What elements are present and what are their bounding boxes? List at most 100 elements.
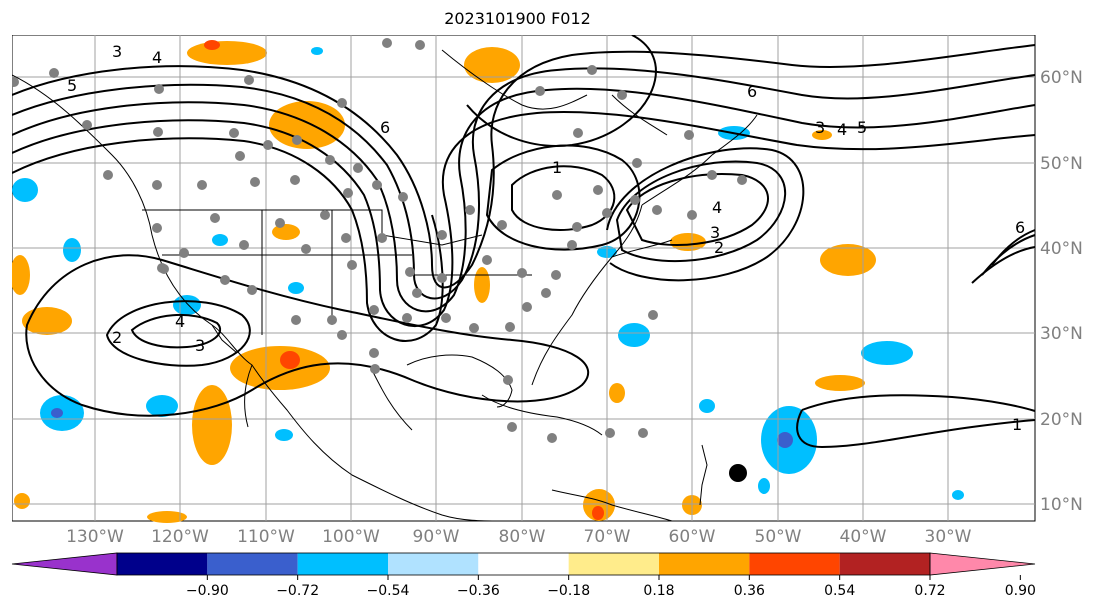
map-title: 2023101900 F012 <box>444 9 591 28</box>
lat-label: 20°N <box>1040 410 1083 430</box>
anomaly-blob <box>311 47 323 55</box>
station-dot <box>320 210 330 220</box>
station-dot <box>347 260 357 270</box>
lon-label: 90°W <box>413 527 460 545</box>
station-dot <box>370 364 380 374</box>
contour-label: 6 <box>747 82 757 101</box>
longitude-labels: 130°W 120°W 110°W 100°W 90°W 80°W 70°W 6… <box>66 527 972 545</box>
contour-line <box>105 300 251 367</box>
station-dot <box>617 90 627 100</box>
contour-line <box>606 147 805 282</box>
station-dot <box>229 128 239 138</box>
colorbar-outline <box>116 552 931 576</box>
anomaly-blob <box>12 255 30 295</box>
station-dot <box>482 255 492 265</box>
station-dot <box>369 348 379 358</box>
station-dot <box>437 273 447 283</box>
colorbar-segment <box>297 553 388 575</box>
anomaly-blob <box>192 385 232 465</box>
lon-label: 70°W <box>584 527 631 545</box>
station-dot <box>325 155 335 165</box>
colorbar-tick-label: −0.54 <box>367 583 410 599</box>
lon-label: 100°W <box>322 527 380 545</box>
station-dot <box>638 428 648 438</box>
station-dot <box>684 130 694 140</box>
contour-line <box>625 173 769 246</box>
colorbar-segment <box>568 553 659 575</box>
station-dot <box>517 268 527 278</box>
anomaly-blob <box>212 234 228 246</box>
station-dot <box>497 220 507 230</box>
station-dot <box>587 65 597 75</box>
lon-label: 50°W <box>755 527 802 545</box>
station-dot <box>244 75 254 85</box>
anomaly-blob <box>699 399 715 413</box>
anomaly-blob <box>51 408 63 418</box>
anomaly-blob <box>777 432 793 448</box>
anomaly-blob <box>609 383 625 403</box>
colorbar-tick-label: −0.90 <box>186 583 229 599</box>
station-dot <box>353 163 363 173</box>
colorbar-segment <box>659 553 750 575</box>
colorbar-segment <box>478 553 569 575</box>
station-dot <box>235 151 245 161</box>
lat-label: 60°N <box>1040 68 1083 88</box>
contour-line <box>971 246 1036 284</box>
anomaly-blob <box>63 238 81 262</box>
lat-label: 40°N <box>1040 239 1083 259</box>
latitude-labels: 60°N 50°N 40°N 30°N 20°N 10°N <box>1040 68 1083 515</box>
station-dot <box>327 315 337 325</box>
station-dot <box>210 213 220 223</box>
colorbar-segment <box>839 553 930 575</box>
station-dot <box>103 170 113 180</box>
colorbar-tick-label: 0.90 <box>1005 583 1036 599</box>
station-dot <box>441 313 451 323</box>
station-dot <box>567 240 577 250</box>
station-dot <box>507 422 517 432</box>
station-dot <box>630 195 640 205</box>
lon-label: 110°W <box>237 527 295 545</box>
station-dot <box>341 233 351 243</box>
station-dot <box>415 40 425 50</box>
shaded-anomalies <box>12 40 964 523</box>
contour-line <box>130 313 222 349</box>
station-dot <box>602 208 612 218</box>
lon-label: 120°W <box>151 527 209 545</box>
contour-labels: 3 4 5 6 1 6 4 3 2 2 3 4 1 6 3 4 5 <box>67 42 1025 434</box>
station-dot <box>605 428 615 438</box>
contour-label: 4 <box>712 198 722 217</box>
station-dot <box>652 205 662 215</box>
lon-label: 40°W <box>840 527 887 545</box>
anomaly-blob <box>146 395 178 417</box>
station-dot <box>377 233 387 243</box>
station-dot <box>593 185 603 195</box>
colorbar-tick-label: −0.72 <box>276 583 319 599</box>
contour-label: 6 <box>380 118 390 137</box>
station-dot <box>369 305 379 315</box>
station-dot <box>535 86 545 96</box>
station-dot <box>469 323 479 333</box>
station-dot <box>372 180 382 190</box>
anomaly-blob <box>815 375 865 391</box>
anomaly-blob <box>280 351 300 369</box>
station-dot <box>159 264 169 274</box>
anomaly-blob <box>861 341 913 365</box>
lat-label: 50°N <box>1040 154 1083 174</box>
station-dot <box>405 267 415 277</box>
lon-label: 130°W <box>66 527 124 545</box>
contour-line <box>485 144 641 251</box>
gridlines <box>12 35 1035 521</box>
contour-label: 1 <box>552 158 562 177</box>
anomaly-blob <box>812 130 832 140</box>
contour-label: 4 <box>175 312 185 331</box>
station-dot <box>12 77 19 87</box>
colorbar-segment <box>929 552 1036 576</box>
contour-label: 4 <box>837 120 847 139</box>
station-dot <box>301 244 311 254</box>
contour-line <box>511 165 616 231</box>
colorbar: −0.90 −0.72 −0.54 −0.36 −0.18 0.18 0.36 0.54 0.7… <box>11 552 1036 599</box>
lon-label: 80°W <box>499 527 546 545</box>
station-dot <box>632 158 642 168</box>
station-dot <box>290 175 300 185</box>
station-dot <box>398 192 408 202</box>
